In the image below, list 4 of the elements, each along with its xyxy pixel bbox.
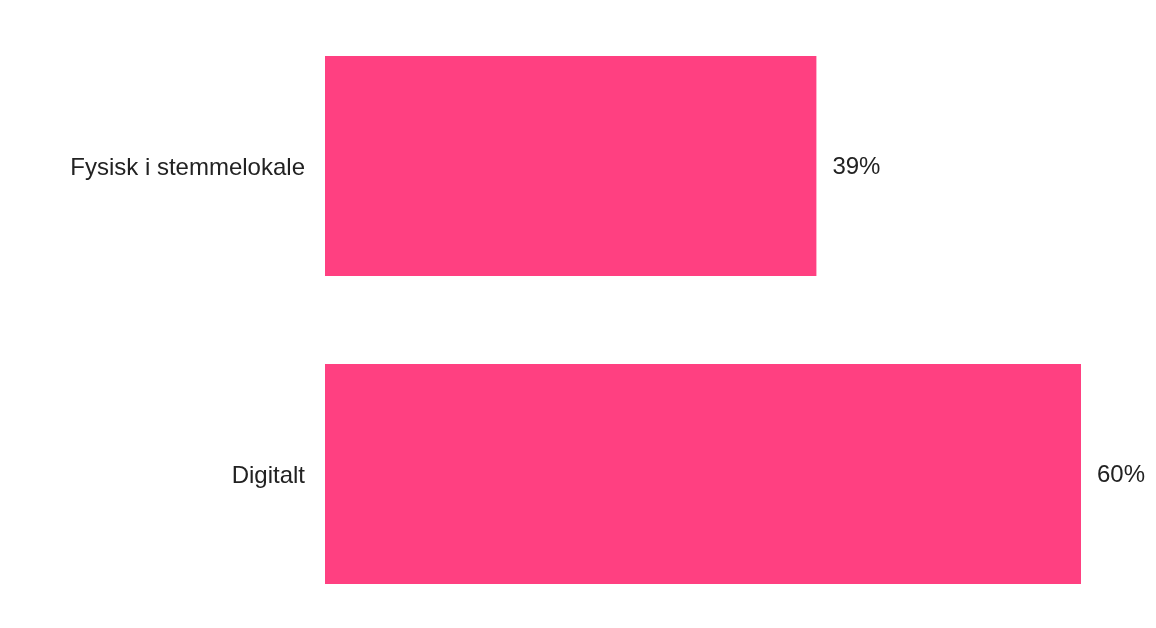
y-tick-label: Fysisk i stemmelokale bbox=[70, 152, 305, 180]
y-tick-label: Digitalt bbox=[231, 460, 306, 488]
data-label: 60% bbox=[1097, 460, 1146, 488]
data-label: 39% bbox=[832, 152, 881, 180]
